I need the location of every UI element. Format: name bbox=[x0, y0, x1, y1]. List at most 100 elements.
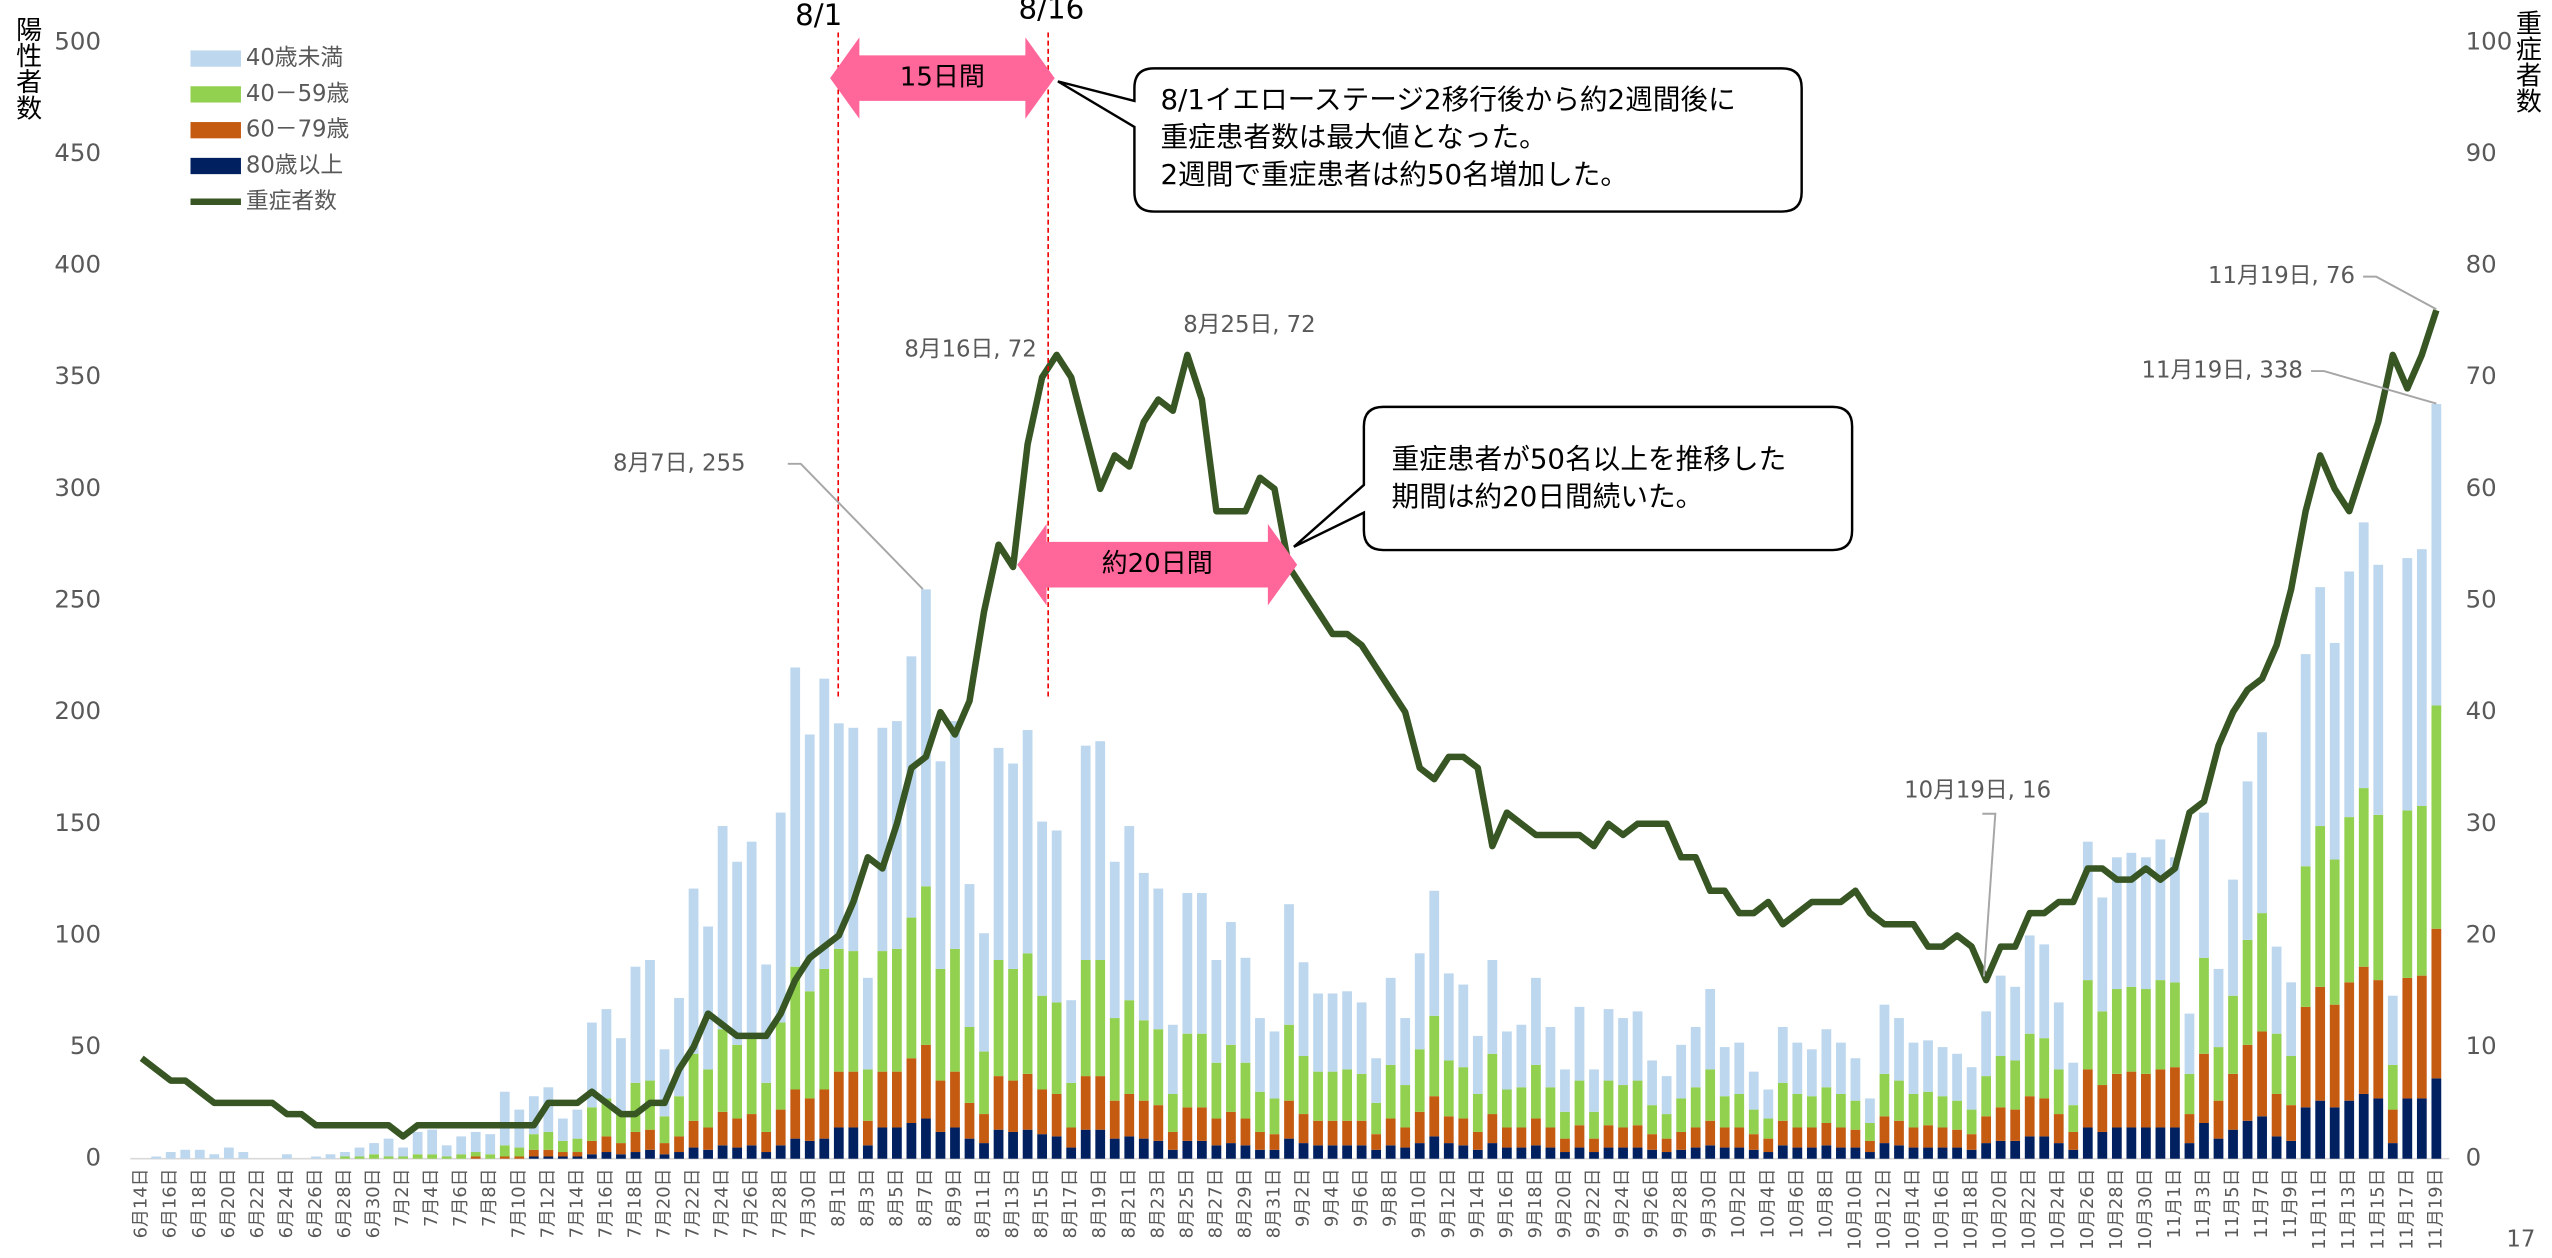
bar-segment bbox=[761, 964, 772, 1083]
bar-segment bbox=[2300, 866, 2311, 1007]
bar-segment bbox=[1109, 1138, 1120, 1159]
bar-segment bbox=[2199, 1053, 2209, 1124]
bar-segment bbox=[703, 926, 713, 1070]
bar-segment bbox=[1908, 1042, 1919, 1094]
x-tick-label: 8月17日 bbox=[1060, 1168, 1081, 1238]
bar-segment bbox=[979, 1143, 989, 1159]
bar-segment bbox=[412, 1131, 423, 1155]
bar-segment bbox=[1458, 1145, 1469, 1159]
bar-segment bbox=[688, 888, 699, 1054]
leader-line bbox=[2363, 275, 2437, 311]
x-tick-label: 7月16日 bbox=[595, 1168, 616, 1238]
bar-segment bbox=[1894, 1145, 1904, 1159]
bar-segment bbox=[1966, 1149, 1977, 1159]
x-tick-label: 8月13日 bbox=[1002, 1168, 1023, 1238]
bar-segment bbox=[1966, 1109, 1977, 1135]
bar-segment bbox=[732, 1044, 743, 1119]
bar-segment bbox=[2010, 1109, 2021, 1141]
bar-segment bbox=[1472, 1093, 1483, 1132]
bar-segment bbox=[1095, 960, 1106, 1077]
bar-segment bbox=[1400, 1127, 1411, 1148]
bar-segment bbox=[383, 1138, 394, 1157]
bar-segment bbox=[1690, 1087, 1701, 1128]
bar-segment bbox=[1066, 1147, 1077, 1159]
bar-segment bbox=[1995, 1107, 2006, 1141]
x-tick-label: 10月26日 bbox=[2077, 1168, 2098, 1249]
bar-segment bbox=[1836, 1147, 1846, 1159]
bar-segment bbox=[1109, 861, 1120, 1019]
x-tick-label: 10月8日 bbox=[1815, 1168, 1836, 1238]
bar-segment bbox=[1356, 1145, 1367, 1159]
bar-segment bbox=[804, 991, 815, 1099]
bar-segment bbox=[1182, 1107, 1193, 1141]
bar-segment bbox=[2228, 1073, 2238, 1130]
x-tick-label: 9月20日 bbox=[1554, 1168, 1575, 1238]
bar-segment bbox=[2155, 1127, 2166, 1159]
bar-segment bbox=[1531, 977, 1541, 1065]
legend-label: 60－79歳 bbox=[246, 117, 349, 143]
x-tick-label: 8月3日 bbox=[857, 1168, 878, 1227]
bar-segment bbox=[2242, 1044, 2253, 1121]
bar-segment bbox=[645, 960, 655, 1081]
bar-segment bbox=[238, 1152, 249, 1159]
bar-segment bbox=[1821, 1145, 1832, 1159]
y2-tick-label: 20 bbox=[2466, 919, 2497, 948]
bar-segment bbox=[2068, 1131, 2079, 1150]
bar-segment bbox=[528, 1096, 539, 1135]
bar-segment bbox=[485, 1134, 496, 1155]
bar-segment bbox=[1676, 1098, 1687, 1132]
x-tick-label: 8月31日 bbox=[1263, 1168, 1284, 1238]
bar-segment bbox=[1574, 1006, 1585, 1081]
bar-segment bbox=[325, 1154, 336, 1159]
bar-segment bbox=[688, 1053, 699, 1121]
bar-segment bbox=[1443, 1143, 1454, 1159]
bar-segment bbox=[369, 1154, 379, 1159]
bar-segment bbox=[1894, 1080, 1904, 1121]
y-tick-label: 250 bbox=[54, 585, 101, 614]
bar-segment bbox=[1719, 1047, 1730, 1097]
x-tick-label: 11月11日 bbox=[2309, 1168, 2330, 1249]
y-tick-label: 150 bbox=[54, 808, 101, 837]
bar-segment bbox=[557, 1140, 568, 1153]
bar-segment bbox=[761, 1131, 772, 1153]
bar-segment bbox=[1095, 1076, 1106, 1130]
bar-segment bbox=[2126, 1071, 2137, 1128]
bar-segment bbox=[1196, 1140, 1207, 1159]
bar-segment bbox=[2024, 1033, 2035, 1097]
bar-segment bbox=[775, 1022, 786, 1110]
bar-segment bbox=[1342, 1069, 1352, 1121]
bar-segment bbox=[1937, 1147, 1948, 1159]
bar-segment bbox=[1269, 1134, 1280, 1150]
bar-segment bbox=[993, 960, 1004, 1077]
bar-segment bbox=[601, 1009, 612, 1099]
bar-segment bbox=[2199, 812, 2209, 958]
bar-segment bbox=[2184, 1073, 2195, 1115]
bar-segment bbox=[1763, 1152, 1774, 1159]
bar-segment bbox=[1138, 1100, 1149, 1139]
bar-segment bbox=[1443, 1060, 1454, 1117]
bar-segment bbox=[2358, 788, 2369, 967]
bar-segment bbox=[1589, 1069, 1599, 1112]
bar-segment bbox=[1109, 1018, 1120, 1101]
bar-segment bbox=[2213, 968, 2224, 1048]
bar-segment bbox=[2242, 1120, 2253, 1159]
bar-segment bbox=[892, 1071, 902, 1128]
bar-segment bbox=[732, 861, 743, 1045]
bar-segment bbox=[1763, 1089, 1774, 1119]
bar-segment bbox=[1719, 1127, 1730, 1148]
x-tick-label: 10月12日 bbox=[1873, 1168, 1894, 1249]
bar-segment bbox=[1531, 1118, 1541, 1146]
bar-segment bbox=[1327, 1120, 1338, 1146]
bar-segment bbox=[906, 917, 917, 1059]
bar-segment bbox=[1908, 1127, 1919, 1148]
bar-segment bbox=[1821, 1087, 1832, 1124]
bar-segment bbox=[1037, 1089, 1048, 1135]
bar-segment bbox=[2170, 857, 2180, 983]
bar-segment bbox=[1632, 1125, 1643, 1148]
bar-segment bbox=[1603, 1125, 1614, 1148]
bar-segment bbox=[2387, 1064, 2398, 1110]
bar-segment bbox=[1051, 1093, 1062, 1137]
bar-segment bbox=[499, 1091, 510, 1146]
bar-segment bbox=[819, 1138, 830, 1159]
bar-segment bbox=[1806, 1096, 1817, 1128]
